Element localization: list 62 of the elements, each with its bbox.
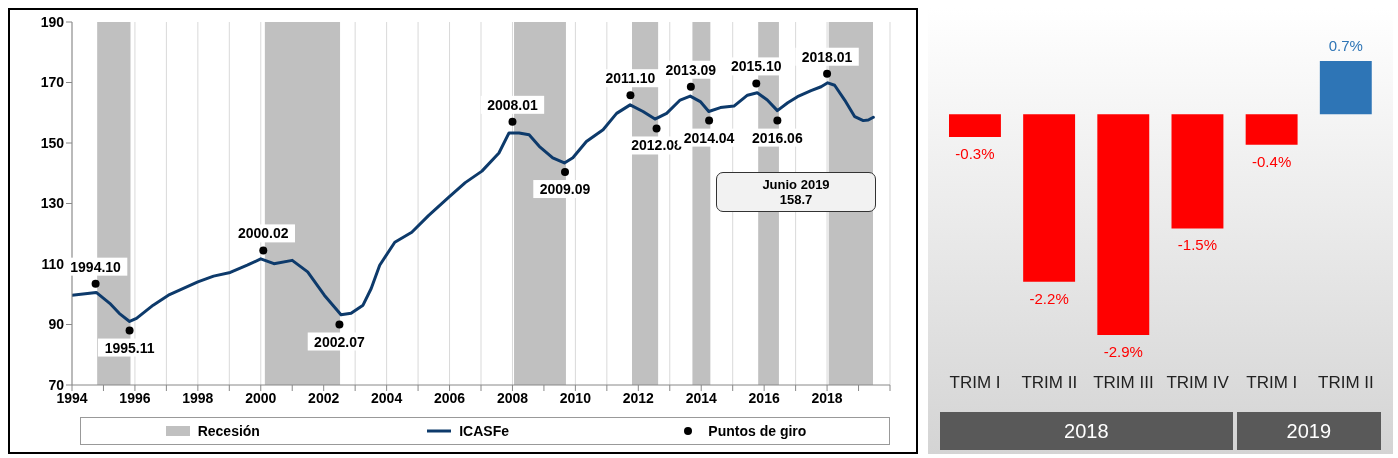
annotation: 2011.10 [605,70,656,87]
data-label: -1.5% [1177,236,1218,254]
annotation: 2016.06 [752,129,803,146]
annotation: 2002.07 [314,333,365,350]
x-tick-label: 2012 [622,389,655,406]
text: 2018 [940,412,1233,450]
y-tick-label: 110 [41,255,65,272]
note-box: Junio 2019 158.7 [716,172,876,212]
y-tick-label: 190 [40,13,65,30]
y-tick-label: 90 [48,316,65,333]
point [561,168,569,177]
point [773,116,782,125]
annotation: 2008.01 [487,96,538,113]
y-tick-label: 170 [40,74,65,91]
x-tick-label: TRIM IV [1166,373,1230,393]
data-label: -0.3% [955,145,995,163]
x-tick-label: 2018 [811,389,843,406]
x-tick-label: 1996 [119,389,151,406]
annotation: 2014.04 [683,129,735,146]
x-tick-label: 2004 [371,389,403,406]
x-tick-label: TRIM II [1021,373,1078,393]
x-tick-label: TRIM I [1246,373,1298,393]
x-tick-label: TRIM I [949,373,1001,393]
y-tick-label: 150 [40,134,65,151]
data-label: -2.9% [1103,343,1143,361]
annotation: 2009.09 [539,181,591,198]
x-tick-label: 2006 [433,389,466,406]
annotation: 2000.02 [237,225,289,242]
annotation: 2013.09 [665,61,717,78]
line-series [72,81,875,323]
legend-label: Puntos de giro [708,423,807,439]
annotation: 2018.01 [801,48,853,65]
annotation: 1994.10 [70,258,122,275]
y-tick-label: 130 [40,195,65,212]
point [335,320,344,329]
x-tick-label: 2014 [685,389,718,406]
point [652,124,661,133]
point [705,116,714,125]
data-label: -2.2% [1029,289,1069,307]
point [626,91,635,100]
point [125,326,134,335]
point [823,69,832,78]
x-tick-label: TRIM III [1093,373,1154,393]
text: 2019 [1236,412,1381,450]
annotation: 1995.11 [104,339,155,356]
x-tick-label: 2000 [245,389,277,406]
point [259,246,268,255]
annotation: 2015.10 [730,58,782,75]
legend-label: Recesión [197,423,260,439]
legend-label: ICASFe [459,423,510,439]
x-tick-label: 1998 [182,389,214,406]
x-tick-label: TRIM II [1318,373,1374,393]
data-label: -0.4% [1252,152,1292,170]
point [752,79,761,88]
point [91,279,100,288]
point [686,82,695,91]
x-tick-label: 2008 [496,389,529,406]
x-tick-label: 2016 [748,389,780,406]
point [508,117,517,126]
data-label: 0.7% [1328,36,1363,54]
x-tick-label: 2002 [308,389,340,406]
x-tick-label: 2010 [559,389,592,406]
